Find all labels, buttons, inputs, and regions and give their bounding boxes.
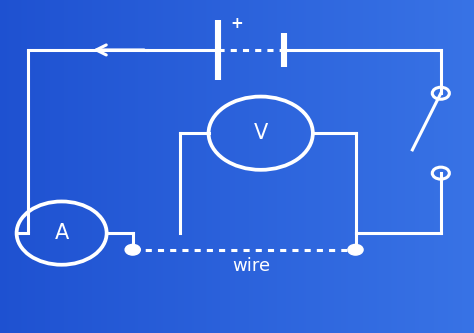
Circle shape [125,244,140,255]
Text: V: V [254,123,268,143]
Circle shape [348,244,363,255]
Text: +: + [231,16,243,31]
Text: wire: wire [232,257,270,275]
Text: A: A [55,223,69,243]
